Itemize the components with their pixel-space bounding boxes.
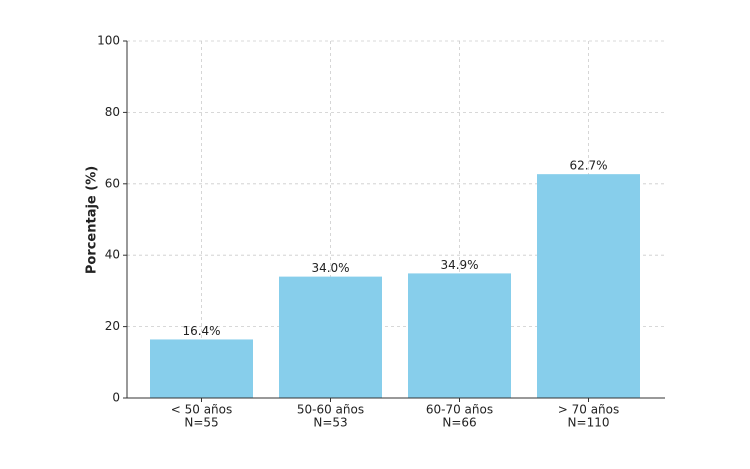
y-tick-label: 0	[112, 391, 120, 405]
y-tick-label: 20	[105, 319, 120, 333]
x-tick-label: N=53	[313, 416, 347, 430]
x-tick-label: 50-60 años	[297, 403, 364, 417]
y-tick-label: 60	[105, 176, 120, 190]
x-tick-label: < 50 años	[171, 403, 233, 417]
x-tick-label: > 70 años	[558, 403, 620, 417]
value-label: 34.9%	[440, 258, 478, 272]
y-tick-label: 80	[105, 105, 120, 119]
bar	[537, 174, 640, 398]
value-label: 16.4%	[182, 324, 220, 338]
y-axis-label: Porcentaje (%)	[85, 166, 100, 274]
y-tick-label: 100	[97, 34, 120, 48]
x-tick-label: 60-70 años	[426, 403, 493, 417]
bar	[279, 276, 382, 398]
x-tick-label: N=55	[184, 416, 218, 430]
value-label: 62.7%	[569, 159, 607, 173]
x-tick-label: N=66	[442, 416, 476, 430]
bar	[408, 273, 511, 398]
bar	[150, 339, 253, 398]
x-tick-label: N=110	[568, 416, 610, 430]
y-tick-label: 40	[105, 248, 120, 262]
value-label: 34.0%	[311, 261, 349, 275]
